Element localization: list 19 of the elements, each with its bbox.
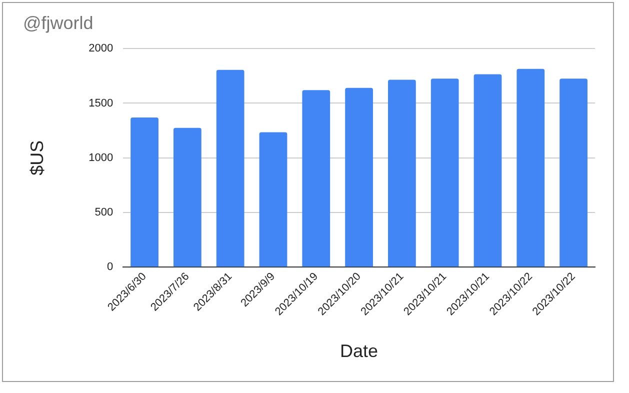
bar [430,78,459,267]
y-tick-label: 500 [94,206,114,219]
x-axis-title: Date [340,341,378,362]
bar [345,88,373,267]
bar [560,78,588,267]
y-tick-label: 2000 [88,42,114,55]
y-tick-label: 0 [106,261,114,274]
y-axis-title: $US [26,140,47,176]
y-tick-label: 1000 [88,152,114,164]
bar [173,128,202,267]
y-tick-label: 1500 [88,97,114,110]
bar [302,90,330,267]
bar [216,70,244,267]
bar [130,117,158,267]
bar [474,74,502,267]
chart-title: @fjworld [23,12,94,33]
bar [388,80,416,267]
bar [516,68,545,267]
bar [259,132,288,267]
